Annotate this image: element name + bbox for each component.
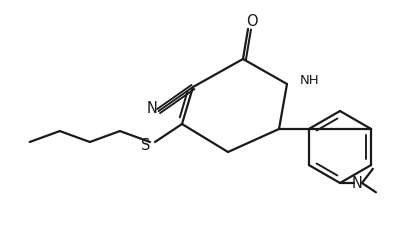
- Text: O: O: [246, 14, 258, 29]
- Text: NH: NH: [300, 74, 320, 87]
- Text: S: S: [141, 138, 150, 153]
- Text: N: N: [352, 176, 362, 191]
- Text: N: N: [146, 100, 157, 115]
